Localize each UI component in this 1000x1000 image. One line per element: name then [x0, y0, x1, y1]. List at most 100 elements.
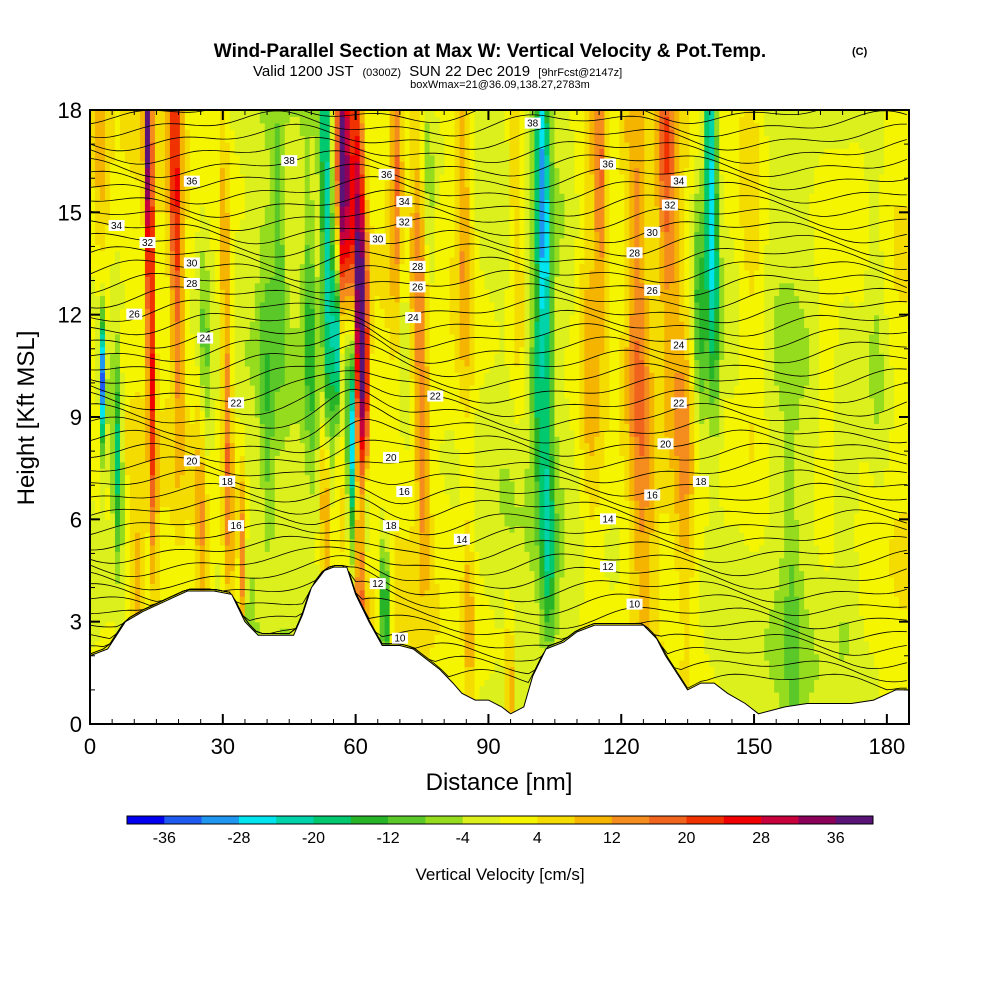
isotherm-label: 30: [183, 257, 200, 270]
isotherm-label-text: 38: [284, 156, 296, 167]
isotherm-label: 26: [126, 308, 143, 321]
colorbar-swatch: [425, 816, 463, 824]
y-tick-label: 15: [58, 200, 82, 225]
colorbar-swatch: [537, 816, 575, 824]
colorbar-tick-label: 20: [678, 830, 696, 847]
isotherm-line: [90, 401, 907, 444]
isotherm-label-text: 36: [602, 160, 614, 171]
isotherm-line: [90, 203, 907, 232]
isotherm-label-text: 26: [647, 286, 659, 297]
valid-date: SUN 22 Dec 2019: [409, 63, 530, 80]
isotherm-line: [90, 329, 907, 364]
isotherm-label-text: 32: [399, 218, 411, 229]
x-tick-label: 30: [211, 734, 235, 759]
colorbar-tick-label: -4: [456, 830, 470, 847]
isotherm-label: 10: [391, 632, 408, 645]
isotherm-label-text: 24: [200, 334, 212, 345]
isotherm-label: 20: [383, 451, 400, 464]
isotherm-label: 32: [661, 199, 678, 212]
isotherm-label: 30: [644, 226, 661, 239]
isotherm-label: 38: [281, 155, 298, 167]
isotherm-label-text: 16: [647, 490, 659, 501]
isotherm-label: 36: [183, 175, 200, 188]
isotherm-label: 26: [409, 281, 426, 293]
colorbar-swatch: [686, 816, 725, 824]
y-tick-label: 18: [58, 98, 82, 123]
isotherm-line: [90, 370, 907, 404]
isotherm-label: 18: [692, 475, 709, 488]
colorbar-swatch: [313, 816, 352, 824]
isotherm-line: [90, 522, 907, 551]
box-max-info: boxWmax=21@36.09,138.27,2783m: [410, 79, 590, 91]
x-axis-label: Distance [nm]: [426, 769, 573, 796]
forecast-info: [9hrFcst@2147z]: [538, 67, 622, 79]
colorbar-tick-label: -36: [153, 830, 176, 847]
colorbar-tick-label: 36: [827, 830, 845, 847]
colorbar-swatch: [723, 816, 762, 824]
isotherm-label: 16: [644, 489, 661, 501]
isotherm-label: 28: [409, 260, 426, 273]
isotherm-line: [90, 296, 907, 324]
colorbar-swatch: [350, 816, 389, 824]
terrain-mask: [90, 566, 909, 724]
x-tick-label: 180: [869, 734, 906, 759]
isotherm-label: 38: [524, 117, 541, 130]
colorbar-tick-label: 4: [533, 830, 542, 847]
isotherm-label-text: 28: [186, 279, 198, 290]
isotherm-label-text: 10: [394, 634, 406, 645]
isotherm-label: 16: [228, 520, 245, 532]
isotherm-line: [90, 110, 907, 139]
isotherm-label-text: 28: [629, 248, 641, 259]
isotherm-line: [90, 378, 907, 417]
isotherm-label-text: 10: [629, 600, 641, 611]
isotherm-label-text: 30: [186, 259, 198, 270]
valid-zulu: (0300Z): [363, 67, 402, 79]
colorbar-tick-label: 28: [752, 830, 770, 847]
isotherm-label: 22: [228, 397, 245, 409]
potential-temperature-contours: [90, 110, 907, 691]
isotherm-label-text: 18: [695, 477, 707, 488]
colorbar-swatch: [574, 816, 613, 824]
isotherm-label: 28: [183, 277, 200, 290]
isotherm-line: [90, 189, 907, 218]
x-tick-label: 90: [476, 734, 500, 759]
isotherm-line: [90, 565, 907, 616]
colorbar-swatch: [500, 816, 538, 824]
isotherm-line: [90, 319, 907, 350]
isotherm-line: [90, 256, 907, 284]
isotherm-label-text: 28: [412, 262, 424, 273]
isotherm-line: [90, 546, 907, 578]
isotherm-label: 22: [427, 390, 444, 403]
isotherm-label: 28: [626, 247, 643, 259]
colorbar-swatch: [127, 816, 165, 824]
y-tick-label: 9: [70, 405, 82, 430]
isotherm-line: [90, 150, 907, 178]
isotherm-line: [90, 243, 907, 271]
isotherm-label-text: 34: [111, 221, 123, 232]
isotherm-line: [90, 176, 907, 205]
isotherm-label: 30: [369, 233, 386, 246]
isotherm-label-text: 22: [673, 398, 685, 409]
isotherm-line: [90, 283, 907, 310]
colorbar-swatch: [238, 816, 277, 824]
isotherm-line: [90, 357, 907, 391]
contour-labels: 38 38 36 36 36 34 34 34 32 32 32 30 30 30 28 28 28 26 26 26…: [108, 117, 709, 645]
isotherm-line: [90, 509, 907, 537]
isotherm-label-text: 16: [399, 487, 411, 498]
isotherm-label: 34: [670, 175, 687, 188]
colorbar-swatch: [276, 816, 314, 824]
isotherm-label-text: 26: [412, 282, 424, 293]
colorbar-tick-label: -28: [227, 830, 250, 847]
colorbar-tick-label: -12: [377, 830, 400, 847]
isotherm-label: 20: [183, 455, 200, 467]
colorbar-swatch: [649, 816, 687, 824]
isotherm-line: [90, 269, 907, 297]
colorbar-frame: [126, 815, 874, 825]
y-axis-label: Height [Kft MSL]: [13, 331, 40, 506]
isotherm-label: 36: [599, 158, 616, 171]
y-tick-label: 3: [70, 610, 82, 635]
isotherm-label-text: 36: [381, 170, 393, 181]
isotherm-line: [90, 456, 907, 484]
isotherm-label: 32: [396, 216, 413, 229]
